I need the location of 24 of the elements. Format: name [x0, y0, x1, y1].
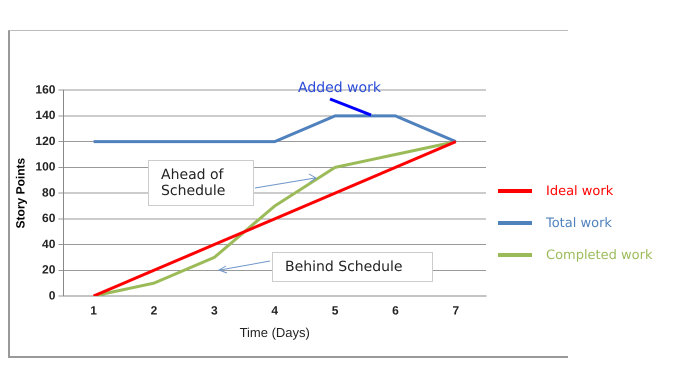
y-tick-label: 0 [48, 288, 56, 302]
x-tick-label: 3 [211, 304, 218, 318]
legend-label: Total work [546, 216, 612, 230]
y-tick-label: 40 [42, 236, 56, 251]
x-tick-label: 2 [150, 304, 158, 318]
y-tick-label: 120 [35, 134, 56, 148]
y-tick-label: 20 [42, 262, 56, 277]
x-tick-label: 5 [332, 304, 339, 318]
y-tick-label: 60 [42, 211, 56, 226]
y-tick-label: 100 [35, 160, 56, 174]
y-tick-label: 140 [35, 108, 56, 122]
y-tick-label: 80 [42, 185, 56, 200]
legend-label: Ideal work [546, 184, 614, 198]
x-tick-label: 1 [90, 304, 98, 318]
annotation: Ahead of Schedule [148, 160, 254, 206]
annotation: Added work [298, 80, 381, 96]
x-axis-title: Time (Days) [240, 324, 310, 340]
y-axis-title: Story Points [14, 157, 28, 228]
y-tick-label: 160 [35, 82, 56, 97]
legend-label: Completed work [546, 248, 652, 262]
x-tick-label: 4 [271, 304, 278, 318]
x-tick-label: 6 [392, 304, 400, 318]
x-tick-label: 7 [452, 304, 460, 318]
annotation: Behind Schedule [272, 252, 433, 282]
